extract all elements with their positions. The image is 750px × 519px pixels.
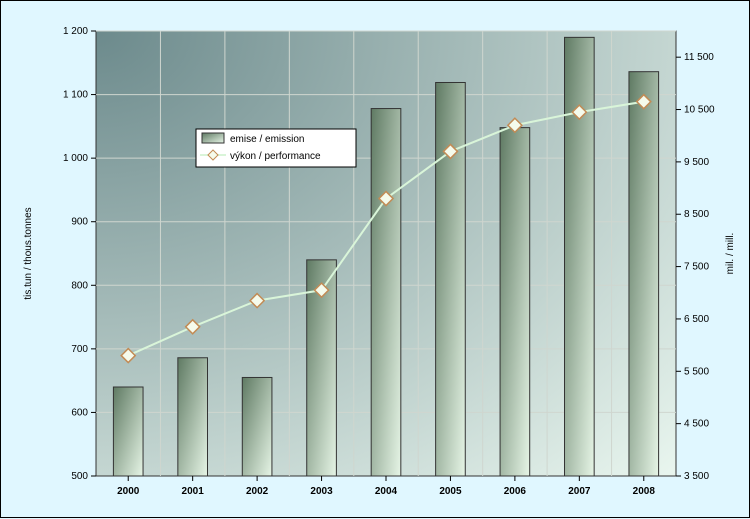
- x-tick-label: 2000: [117, 486, 140, 497]
- chart-frame: 500 600 700 800 900 1 000 1 100 1 200 3 500 4 500…: [0, 0, 750, 518]
- bar: [371, 109, 401, 476]
- x-tick-label: 2007: [568, 486, 591, 497]
- bar: [436, 82, 466, 476]
- x-tick-label: 2004: [375, 486, 398, 497]
- y-right-tick-label: 5 500: [684, 366, 709, 377]
- bar: [629, 72, 659, 476]
- y-right-tick-label: 7 500: [684, 262, 709, 273]
- y-left-tick-label: 700: [71, 344, 88, 355]
- x-tick-label: 2008: [633, 486, 656, 497]
- y-left-tick-label: 500: [71, 471, 88, 482]
- chart-svg: 500 600 700 800 900 1 000 1 100 1 200 3 500 4 500…: [1, 1, 750, 519]
- y-left-tick-label: 1 000: [63, 153, 88, 164]
- x-tick-label: 2005: [439, 486, 462, 497]
- y-right-tick-label: 4 500: [684, 419, 709, 430]
- bar: [178, 358, 208, 476]
- x-tick-label: 2002: [246, 486, 269, 497]
- y-right-tick-label: 3 500: [684, 471, 709, 482]
- y-right-tick-label: 11 500: [684, 52, 714, 63]
- y-right-tick-label: 6 500: [684, 314, 709, 325]
- y-right-tick-label: 9 500: [684, 157, 709, 168]
- y-left-tick-label: 600: [71, 407, 88, 418]
- bar: [242, 377, 272, 476]
- x-tick-label: 2006: [504, 486, 527, 497]
- bar: [500, 128, 530, 476]
- y-left-tick-label: 900: [71, 217, 88, 228]
- y-left-tick-label: 1 200: [63, 26, 88, 37]
- y-left-axis-label: tis.tun / thous.tonnes: [23, 207, 34, 299]
- x-tick-label: 2001: [182, 486, 205, 497]
- bar: [565, 37, 595, 476]
- legend-label: výkon / performance: [230, 151, 321, 162]
- y-left-tick-label: 1 100: [63, 90, 88, 101]
- x-tick-label: 2003: [310, 486, 333, 497]
- y-right-axis-label: mil. / mill.: [725, 233, 736, 275]
- legend-swatch-bar: [202, 133, 224, 143]
- y-right-tick-label: 10 500: [684, 105, 715, 116]
- bar: [113, 387, 143, 476]
- legend-label: emise / emission: [230, 134, 304, 145]
- y-right-tick-label: 8 500: [684, 209, 709, 220]
- y-left-tick-label: 800: [71, 280, 88, 291]
